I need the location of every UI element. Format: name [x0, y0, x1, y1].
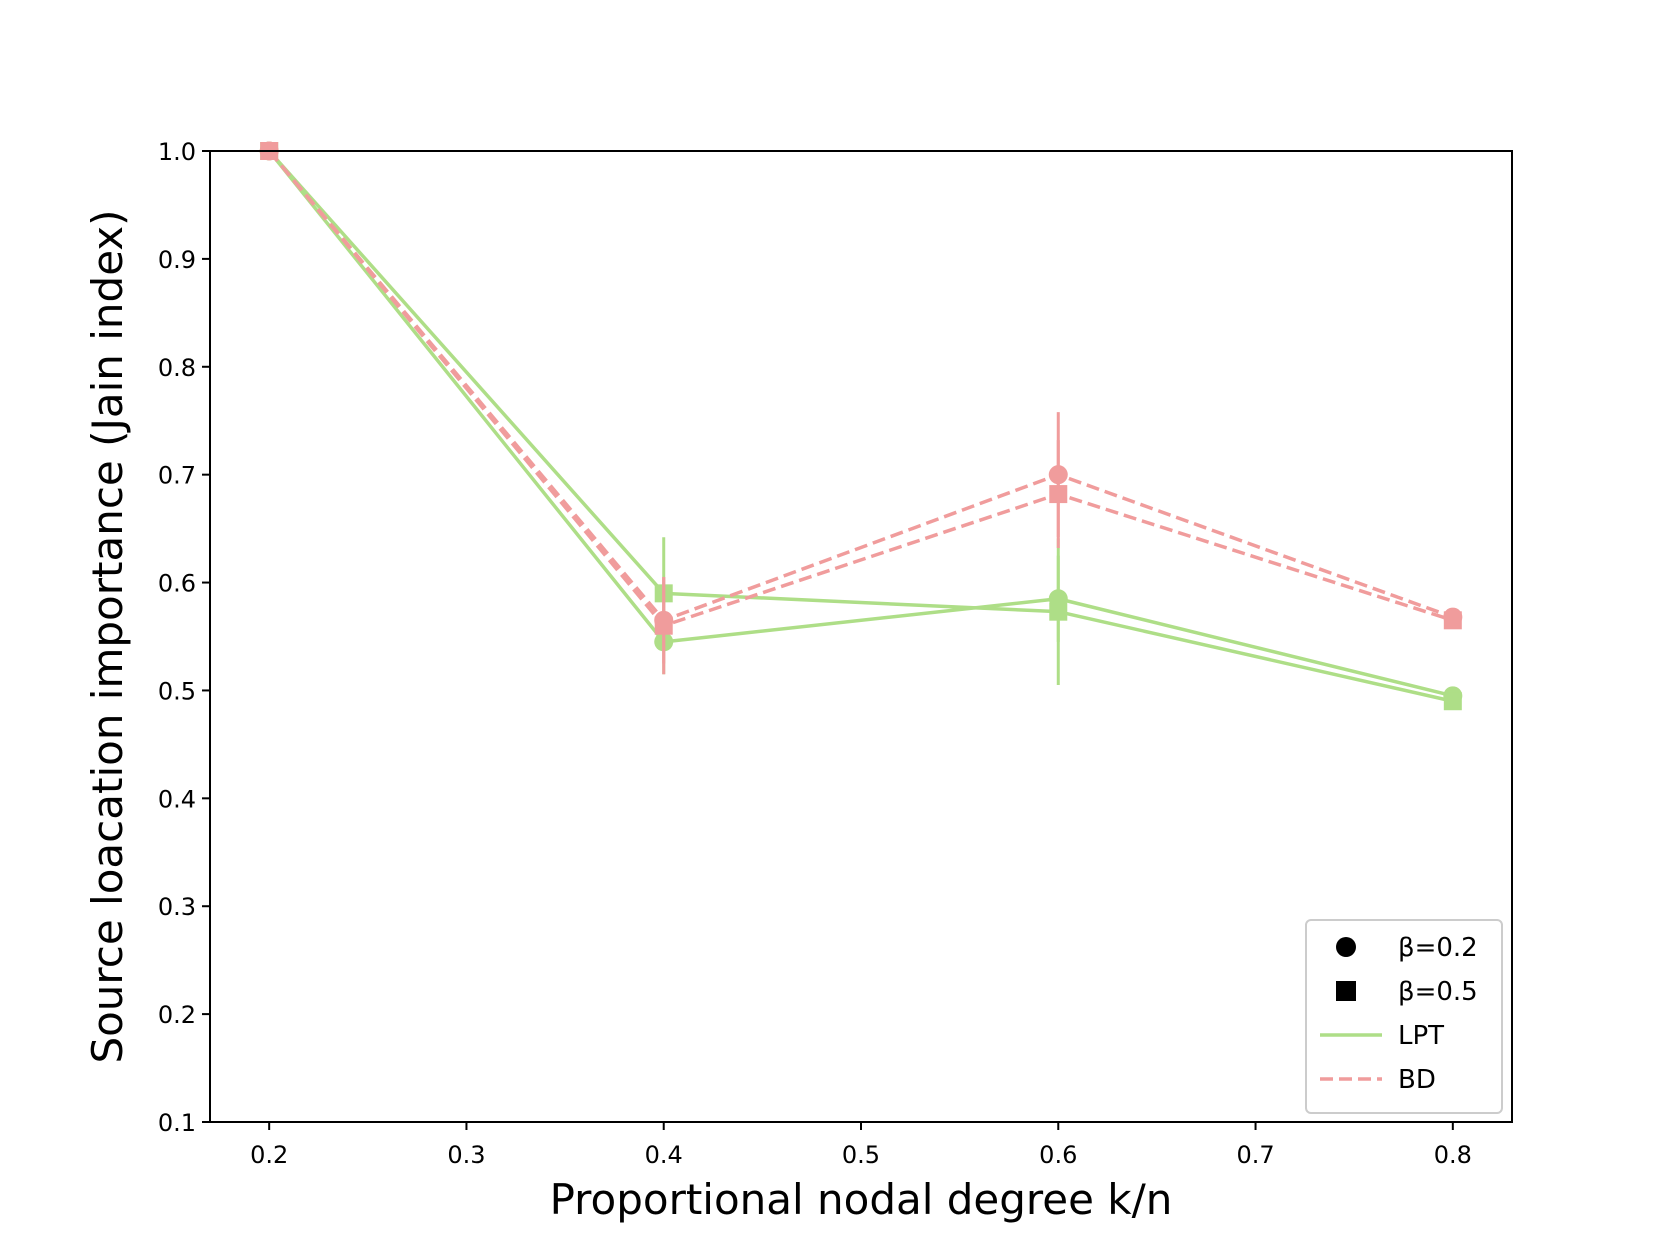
- series-lpt-beta-0.2: [259, 141, 1463, 706]
- legend: β=0.2 β=0.5 LPT BD: [1305, 919, 1503, 1114]
- y-tick-label-1: 0.2: [158, 1001, 196, 1029]
- legend-label-2: LPT: [1398, 1021, 1444, 1051]
- series-line-1: [267, 149, 1454, 703]
- y-tick-label-9: 1.0: [158, 138, 196, 166]
- series-line-2: [267, 149, 1454, 623]
- x-tick-label-1: 0.3: [447, 1141, 485, 1169]
- y-tick-label-0: 0.1: [158, 1109, 196, 1137]
- legend-label-1: β=0.5: [1398, 977, 1478, 1007]
- series-line-3: [267, 149, 1454, 628]
- series-layer: [259, 141, 1463, 711]
- marker-square-1-3: [1443, 692, 1462, 711]
- x-tick-label-4: 0.6: [1039, 1141, 1077, 1169]
- series-lpt-beta-0.5: [260, 142, 1462, 711]
- legend-marker-circle: [1336, 937, 1356, 957]
- x-axis: 0.2 0.3 0.4 0.5 0.6 0.7 0.8: [250, 1122, 1472, 1169]
- y-tick-label-7: 0.8: [158, 354, 196, 382]
- marker-square-1-2: [1049, 602, 1068, 621]
- x-tick-label-3: 0.5: [842, 1141, 880, 1169]
- legend-box: [1305, 919, 1503, 1114]
- x-axis-title: Proportional nodal degree k/n: [550, 1175, 1173, 1224]
- y-tick-label-8: 0.9: [158, 246, 196, 274]
- y-axis-title: Source loacation importance (Jain index): [83, 209, 132, 1063]
- y-tick-label-2: 0.3: [158, 893, 196, 921]
- legend-item-2: LPT: [1320, 1021, 1444, 1051]
- x-tick-label-5: 0.7: [1236, 1141, 1274, 1169]
- series-line-0: [267, 149, 1454, 698]
- y-axis: 0.1 0.2 0.3 0.4 0.5 0.6 0.7 0.8 0.9 1.0: [158, 138, 210, 1137]
- x-tick-label-6: 0.8: [1434, 1141, 1472, 1169]
- marker-square-3-1: [654, 616, 673, 635]
- x-tick-label-2: 0.4: [645, 1141, 683, 1169]
- legend-marker-square: [1336, 981, 1356, 1001]
- legend-item-1: β=0.5: [1336, 977, 1478, 1007]
- legend-item-0: β=0.2: [1336, 933, 1478, 963]
- x-tick-label-0: 0.2: [250, 1141, 288, 1169]
- legend-label-0: β=0.2: [1398, 933, 1478, 963]
- marker-square-3-3: [1443, 611, 1462, 630]
- series-bd-beta-0.2: [259, 141, 1463, 664]
- y-tick-label-4: 0.5: [158, 677, 196, 705]
- y-tick-label-6: 0.7: [158, 462, 196, 490]
- series-bd-beta-0.5: [260, 142, 1462, 675]
- y-tick-label-5: 0.6: [158, 570, 196, 598]
- marker-square-3-2: [1049, 485, 1068, 504]
- y-tick-label-3: 0.4: [158, 785, 196, 813]
- legend-item-3: BD: [1320, 1065, 1436, 1095]
- legend-label-3: BD: [1398, 1065, 1436, 1095]
